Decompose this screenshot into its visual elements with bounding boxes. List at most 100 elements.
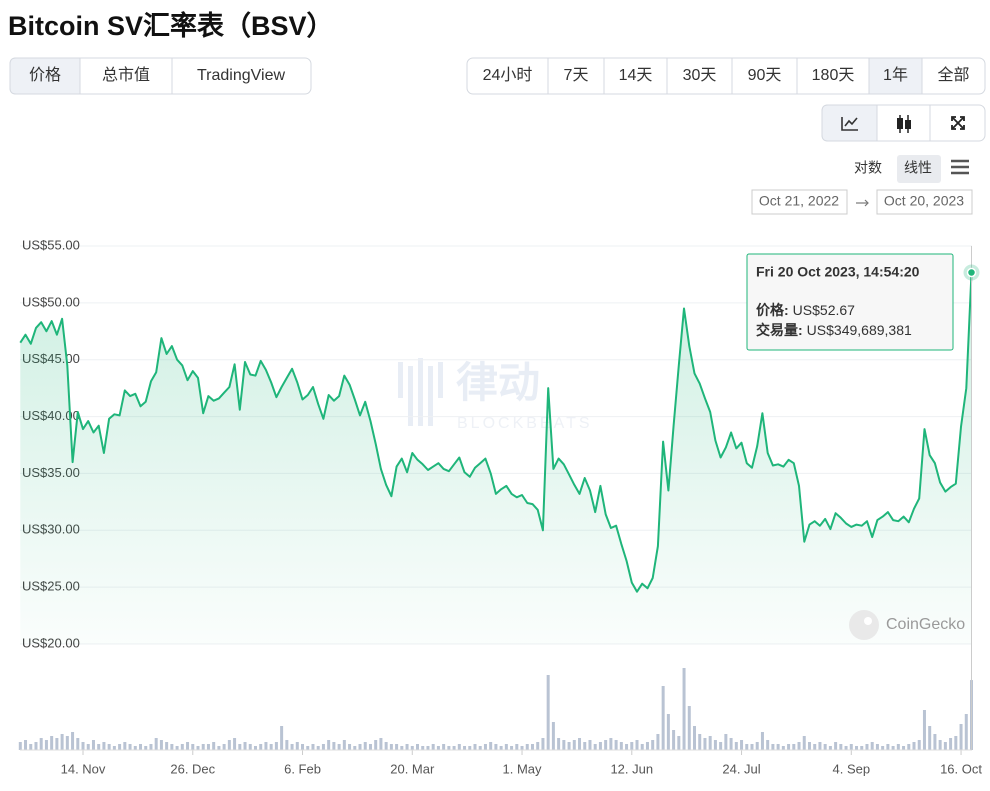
price-line [19, 272, 973, 593]
volume-bar [201, 744, 205, 750]
scale-option[interactable]: 线性 [904, 160, 932, 176]
volume-bar [928, 726, 932, 750]
menu-icon[interactable] [951, 159, 969, 175]
volume-bar [363, 742, 367, 750]
range-button[interactable]: 30天 [683, 67, 717, 84]
fullscreen-icon[interactable] [951, 116, 965, 130]
tab[interactable]: 总市值 [102, 66, 150, 84]
range-button[interactable]: 7天 [564, 67, 589, 84]
volume-bar [107, 744, 111, 750]
volume-bar [144, 746, 148, 750]
volume-bar [530, 744, 534, 750]
range-button[interactable]: 1年 [883, 66, 908, 84]
volume-bar [191, 744, 195, 750]
volume-bar [604, 740, 608, 750]
volume-bar [588, 740, 592, 750]
volume-bar [238, 744, 242, 750]
watermark-sub: BLOCKBEATS [457, 415, 593, 432]
date-to: Oct 20, 2023 [884, 193, 964, 209]
volume-bar [881, 746, 885, 750]
volume-bar [55, 738, 59, 750]
x-tick-label: 6. Feb [284, 761, 321, 776]
source-logo [864, 617, 872, 625]
volume-bar [421, 746, 425, 750]
volume-bar [301, 744, 305, 750]
volume-bar [321, 744, 325, 750]
tab[interactable]: 价格 [29, 66, 61, 84]
volume-bar [541, 738, 545, 750]
volume-bar [483, 744, 487, 750]
view-active-bg[interactable] [821, 104, 878, 142]
range-button[interactable]: 14天 [619, 67, 653, 84]
volume-bar [557, 738, 561, 750]
volume-bar [442, 744, 446, 750]
volume-bar [562, 740, 566, 750]
range-button[interactable]: 180天 [812, 67, 855, 84]
plot: US$20.00US$25.00US$30.00US$35.00US$40.00… [18, 237, 982, 776]
volume-bar [212, 742, 216, 750]
scale-active-bg [897, 155, 941, 183]
volume-bar [159, 740, 163, 750]
range-button[interactable]: 全部 [937, 66, 969, 84]
volume-bar [227, 740, 231, 750]
volume-bar [400, 746, 404, 750]
volume-bar [18, 742, 22, 750]
volume-bar [912, 742, 916, 750]
scale-option[interactable]: 对数 [854, 160, 882, 176]
volume-bar [734, 742, 738, 750]
volume-bar [468, 746, 472, 750]
range-button[interactable]: 24小时 [483, 66, 533, 84]
volume-bar [682, 668, 686, 750]
volume-bar [358, 744, 362, 750]
volume-bar [593, 744, 597, 750]
range-button[interactable]: 90天 [748, 67, 782, 84]
volume-bar [645, 742, 649, 750]
date-input[interactable] [876, 189, 973, 215]
volume-bar [933, 734, 937, 750]
volume-bar [755, 742, 759, 750]
volume-bar [855, 746, 859, 750]
date-input[interactable] [751, 189, 848, 215]
tab[interactable]: TradingView [197, 67, 285, 84]
range-arrow [856, 199, 869, 207]
volume-bar [630, 742, 634, 750]
x-tick-label: 14. Nov [61, 761, 106, 776]
volume-bar [457, 744, 461, 750]
volume-bar [823, 744, 827, 750]
x-tick-label: 24. Jul [722, 761, 760, 776]
volume-bar [964, 714, 968, 750]
volume-bar [91, 740, 95, 750]
volume-bar [416, 744, 420, 750]
volume-bar [865, 744, 869, 750]
volume-bar [175, 746, 179, 750]
volume-bar [640, 744, 644, 750]
volume-bar [504, 744, 508, 750]
watermark-brand: 律动 [456, 359, 540, 406]
volume-bar [97, 744, 101, 750]
volume-bar [222, 744, 226, 750]
volume-bar [170, 744, 174, 750]
volume-bar [489, 742, 493, 750]
volume-bar [536, 742, 540, 750]
tab-group: 价格 总市值 TradingView [9, 57, 312, 95]
volume-bar [797, 742, 801, 750]
volume-bar [342, 740, 346, 750]
volume-bar [760, 732, 764, 750]
volume-bar [713, 740, 717, 750]
volume-bar [71, 732, 75, 750]
volume-bar [494, 744, 498, 750]
volume-bar [395, 744, 399, 750]
volume-bar [384, 742, 388, 750]
volume-bar [253, 746, 257, 750]
volume-bar [609, 738, 613, 750]
volume-bar [274, 742, 278, 750]
volume-bar [149, 744, 153, 750]
tooltip-value: US$349,689,381 [807, 322, 912, 338]
volume-bar [44, 740, 48, 750]
candle-icon[interactable] [897, 115, 911, 133]
volume-bar [243, 742, 247, 750]
volume-bar [708, 736, 712, 750]
source-watermark: CoinGecko [886, 616, 965, 633]
volume-bar [248, 744, 252, 750]
